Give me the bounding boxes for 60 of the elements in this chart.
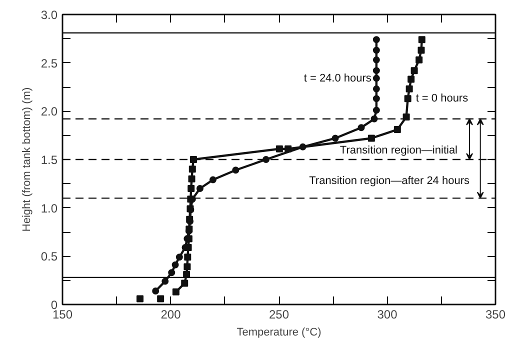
point bbox=[176, 254, 183, 261]
point bbox=[372, 67, 380, 74]
point bbox=[418, 36, 426, 44]
y-tick-label: 1.0 bbox=[40, 201, 58, 216]
point bbox=[188, 185, 195, 192]
x-axis-title: Temperature (°C) bbox=[236, 326, 322, 338]
point bbox=[372, 106, 380, 114]
point bbox=[416, 56, 423, 64]
point bbox=[276, 145, 283, 152]
point bbox=[284, 145, 292, 152]
point bbox=[406, 85, 413, 92]
point bbox=[394, 126, 401, 134]
point bbox=[172, 261, 179, 268]
point bbox=[184, 244, 192, 251]
point bbox=[372, 56, 380, 64]
point bbox=[262, 156, 270, 163]
point bbox=[188, 166, 196, 173]
ref-line-label: Transition region—initial bbox=[340, 144, 458, 156]
point bbox=[209, 176, 216, 184]
y-axis-title: Height (from tank bottom) (m) bbox=[20, 87, 33, 232]
point bbox=[410, 67, 418, 74]
x-tick-label: 350 bbox=[485, 308, 506, 322]
x-tick-label: 150 bbox=[52, 308, 73, 322]
point bbox=[372, 46, 380, 54]
y-tick-label: 2.0 bbox=[40, 104, 58, 119]
y-tick-label: 2.5 bbox=[40, 56, 58, 70]
point bbox=[372, 95, 380, 102]
point bbox=[184, 263, 191, 270]
point bbox=[358, 124, 365, 132]
point bbox=[162, 278, 169, 285]
point bbox=[370, 115, 378, 122]
point bbox=[196, 185, 204, 192]
ref-line-label: Transition region—after 24 hours bbox=[309, 175, 470, 188]
point bbox=[232, 166, 240, 174]
point bbox=[136, 295, 144, 302]
point bbox=[172, 288, 180, 296]
series-label: t = 0 hours bbox=[416, 92, 469, 105]
point bbox=[190, 156, 197, 163]
point bbox=[418, 46, 425, 54]
point bbox=[372, 74, 380, 82]
x-tick-label: 250 bbox=[268, 308, 290, 322]
y-tick-label: 1.5 bbox=[40, 153, 58, 167]
y-tick-label: 0.5 bbox=[40, 250, 58, 264]
x-tick-label: 200 bbox=[160, 308, 182, 322]
point bbox=[184, 254, 192, 261]
point bbox=[181, 280, 188, 287]
point bbox=[408, 76, 415, 83]
point bbox=[402, 113, 410, 120]
point bbox=[404, 95, 412, 102]
series-label: t = 24.0 hours bbox=[304, 72, 372, 84]
y-tick-label: 3.0 bbox=[40, 8, 58, 22]
point bbox=[332, 134, 339, 142]
x-tick-label: 300 bbox=[377, 308, 398, 322]
point bbox=[157, 295, 164, 302]
point bbox=[372, 85, 380, 92]
point bbox=[152, 287, 160, 294]
point bbox=[188, 175, 196, 182]
point bbox=[372, 36, 380, 44]
point bbox=[368, 134, 375, 142]
point bbox=[168, 269, 176, 276]
